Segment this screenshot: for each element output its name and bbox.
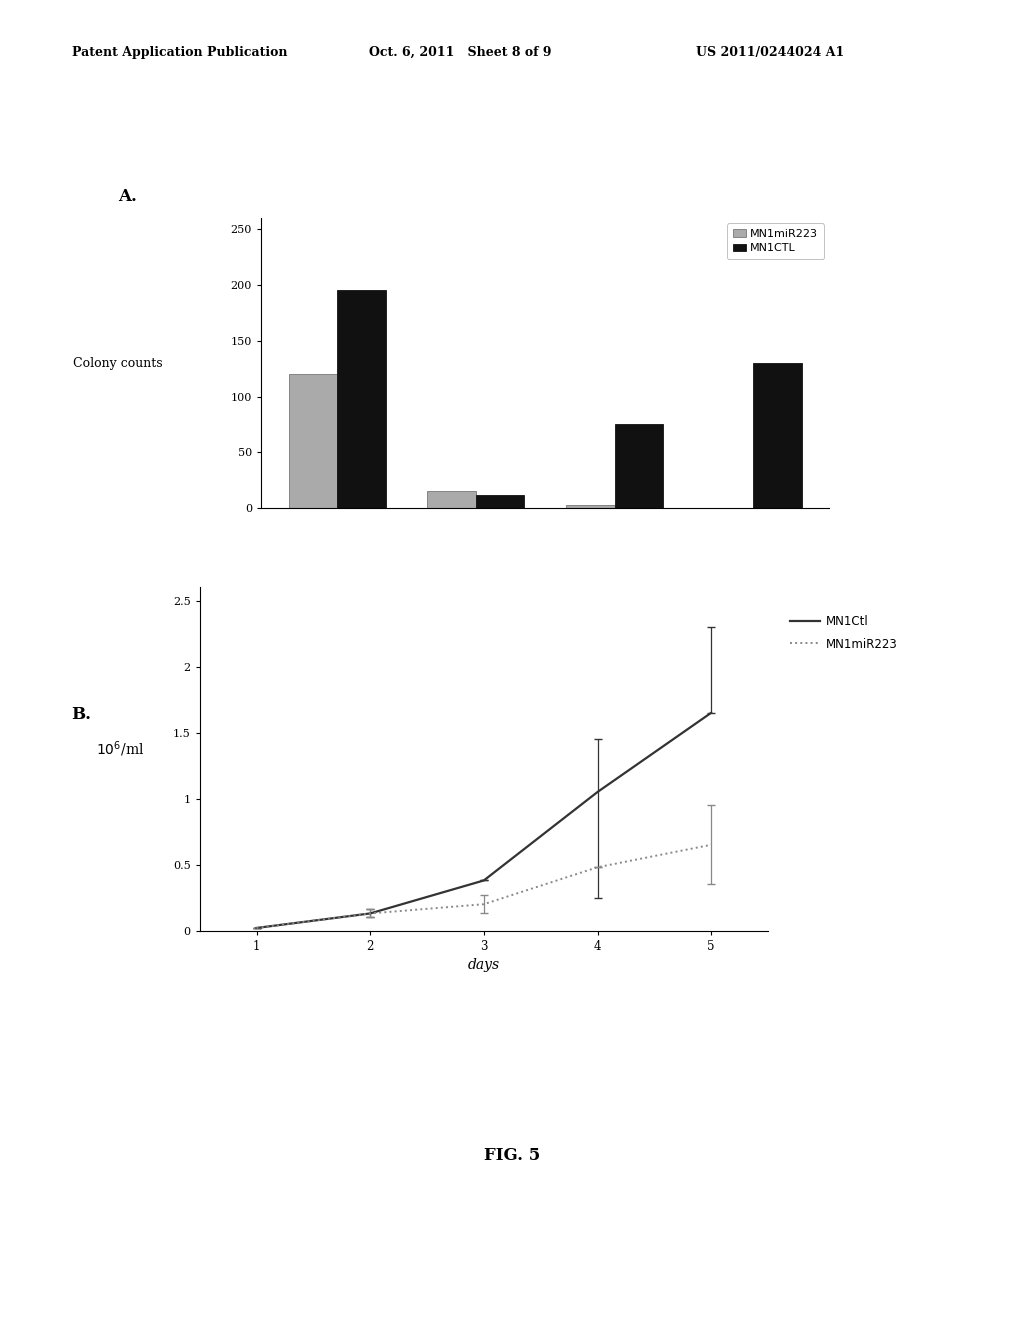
- Legend: MN1miR223, MN1CTL: MN1miR223, MN1CTL: [727, 223, 824, 259]
- Text: US 2011/0244024 A1: US 2011/0244024 A1: [696, 46, 845, 59]
- Y-axis label: $10^6$/ml: $10^6$/ml: [96, 739, 144, 759]
- Text: Patent Application Publication: Patent Application Publication: [72, 46, 287, 59]
- Text: Oct. 6, 2011   Sheet 8 of 9: Oct. 6, 2011 Sheet 8 of 9: [369, 46, 551, 59]
- Bar: [289, 374, 337, 508]
- Bar: [754, 363, 802, 508]
- Bar: [614, 425, 664, 508]
- Bar: [476, 495, 524, 508]
- Text: B.: B.: [72, 706, 92, 723]
- Bar: [427, 491, 476, 508]
- X-axis label: days: days: [468, 958, 500, 973]
- Text: A.: A.: [118, 187, 136, 205]
- Bar: [337, 290, 386, 508]
- Text: Colony counts: Colony counts: [73, 356, 163, 370]
- Text: FIG. 5: FIG. 5: [484, 1147, 540, 1163]
- Legend: MN1Ctl, MN1miR223: MN1Ctl, MN1miR223: [785, 610, 902, 655]
- Bar: [566, 504, 614, 508]
